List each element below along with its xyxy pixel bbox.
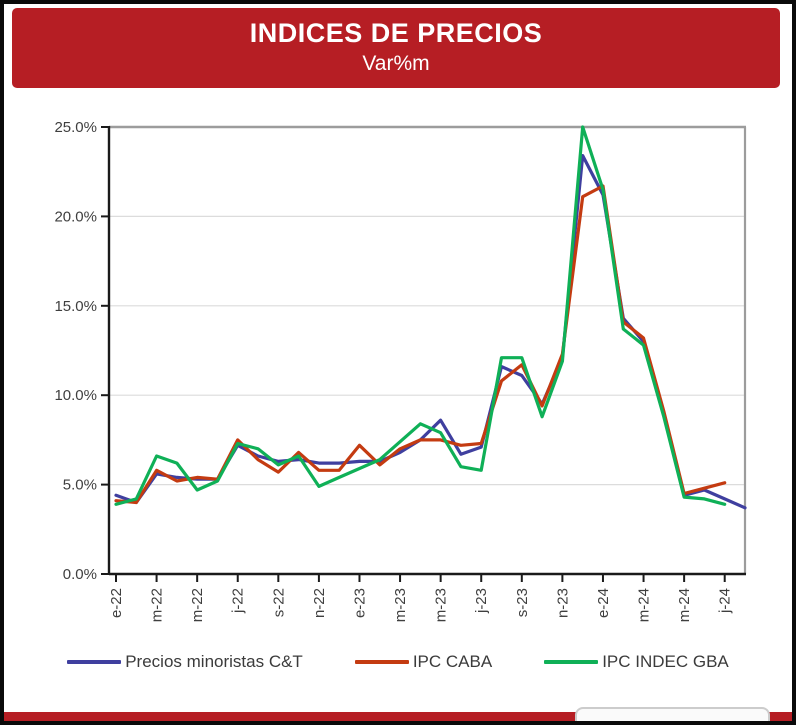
y-tick-label: 20.0% — [54, 208, 97, 225]
legend-item: IPC CABA — [354, 652, 493, 672]
y-tick-label: 0.0% — [63, 566, 97, 583]
x-tick-label: n-23 — [554, 588, 571, 618]
y-tick-label: 10.0% — [54, 387, 97, 404]
x-tick-label: j-23 — [473, 588, 490, 614]
line-chart: 0.0% 5.0% 10.0% 15.0% 20.0% 25.0% e-22 m-22 m-22… — [54, 119, 747, 622]
x-tick-label: m-22 — [149, 588, 166, 622]
y-tick-label: 25.0% — [54, 119, 97, 136]
page-title: INDICES DE PRECIOS — [249, 18, 543, 48]
legend-line-swatch — [354, 660, 409, 664]
legend-item: Precios minoristas C&T — [67, 652, 303, 672]
legend-line-swatch — [67, 660, 122, 664]
x-tick-label: s-22 — [270, 588, 287, 617]
legend-line-swatch — [544, 660, 599, 664]
y-tick-label: 15.0% — [54, 298, 97, 315]
x-tick-label: m-22 — [189, 588, 206, 622]
x-tick-label: e-23 — [351, 588, 368, 618]
x-tick-label: s-23 — [514, 588, 531, 617]
chart-legend: Precios minoristas C&T IPC CABA IPC INDEC … — [4, 652, 792, 672]
x-tick-label: m-24 — [636, 588, 653, 622]
series-line-precios-minoristas-c-t — [114, 154, 747, 510]
next-section-banner-edge — [4, 712, 792, 721]
page-subtitle: Var%m — [362, 52, 430, 75]
legend-label: IPC INDEC GBA — [602, 652, 729, 671]
legend-item: IPC INDEC GBA — [544, 652, 729, 672]
y-tick-label: 5.0% — [63, 477, 97, 494]
x-tick-label: j-22 — [230, 588, 247, 614]
x-tick-label: e-24 — [595, 588, 612, 618]
legend-label: Precios minoristas C&T — [125, 652, 303, 671]
legend-label: IPC CABA — [412, 652, 493, 671]
x-tick-label: m-23 — [433, 588, 450, 622]
x-tick-label: n-22 — [311, 588, 328, 618]
next-card-tab — [575, 707, 770, 721]
series-line-ipc-caba — [114, 184, 727, 505]
x-tick-label: e-22 — [108, 588, 125, 618]
x-tick-label: m-24 — [676, 588, 693, 622]
x-tick-label: j-24 — [717, 588, 734, 614]
chart-header-banner: INDICES DE PRECIOS Var%m — [12, 8, 780, 88]
series-line-ipc-indec-gba — [114, 125, 727, 506]
x-tick-label: m-23 — [392, 588, 409, 622]
